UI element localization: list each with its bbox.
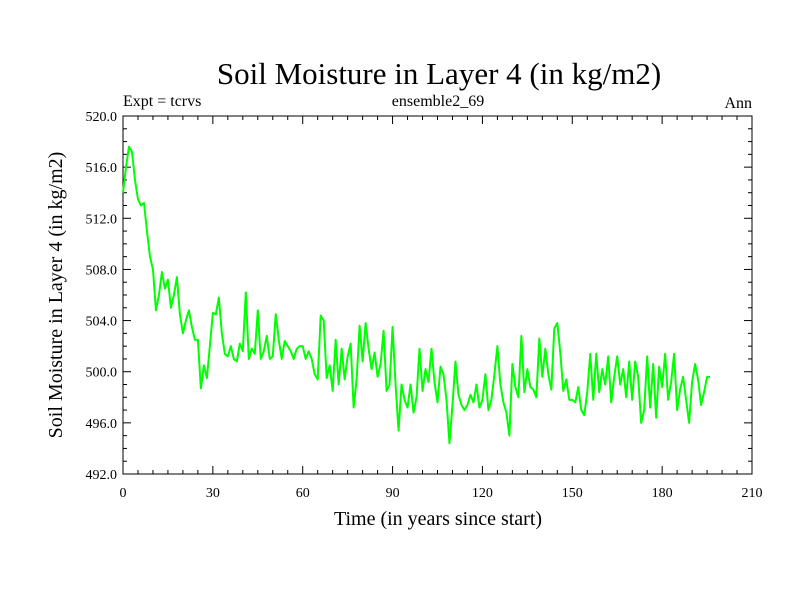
chart-title: Soil Moisture in Layer 4 (in kg/m2) <box>217 56 661 91</box>
x-tick-label: 90 <box>386 486 400 501</box>
y-tick-label: 520.0 <box>86 110 118 125</box>
x-axis-ticks: 0 30 60 90 120 150 180 210 <box>120 116 763 501</box>
x-tick-label: 210 <box>742 486 763 501</box>
subtitle-right: Ann <box>724 95 752 112</box>
y-tick-label: 500.0 <box>86 366 118 381</box>
y-axis-ticks: 492.0 496.0 500.0 504.0 508.0 512.0 516.0 520.0 <box>86 110 752 483</box>
y-tick-label: 516.0 <box>86 161 118 176</box>
subtitle-left: Expt = tcrvs <box>123 93 201 110</box>
y-tick-label: 504.0 <box>86 315 118 330</box>
y-tick-label: 508.0 <box>86 263 118 278</box>
y-tick-label: 492.0 <box>86 468 118 483</box>
plot-area <box>122 145 711 445</box>
y-tick-label: 496.0 <box>86 417 118 432</box>
x-tick-label: 120 <box>472 486 493 501</box>
subtitle-center: ensemble2_69 <box>392 93 484 110</box>
x-axis-label: Time (in years since start) <box>334 508 542 530</box>
y-axis-label: Soil Moisture in Layer 4 (in kg/m2) <box>45 152 67 439</box>
series-line <box>122 145 711 445</box>
x-tick-label: 180 <box>652 486 673 501</box>
x-tick-label: 0 <box>120 486 127 501</box>
x-tick-label: 150 <box>562 486 583 501</box>
y-tick-label: 512.0 <box>86 212 118 227</box>
x-tick-label: 60 <box>296 486 310 501</box>
x-tick-label: 30 <box>206 486 220 501</box>
